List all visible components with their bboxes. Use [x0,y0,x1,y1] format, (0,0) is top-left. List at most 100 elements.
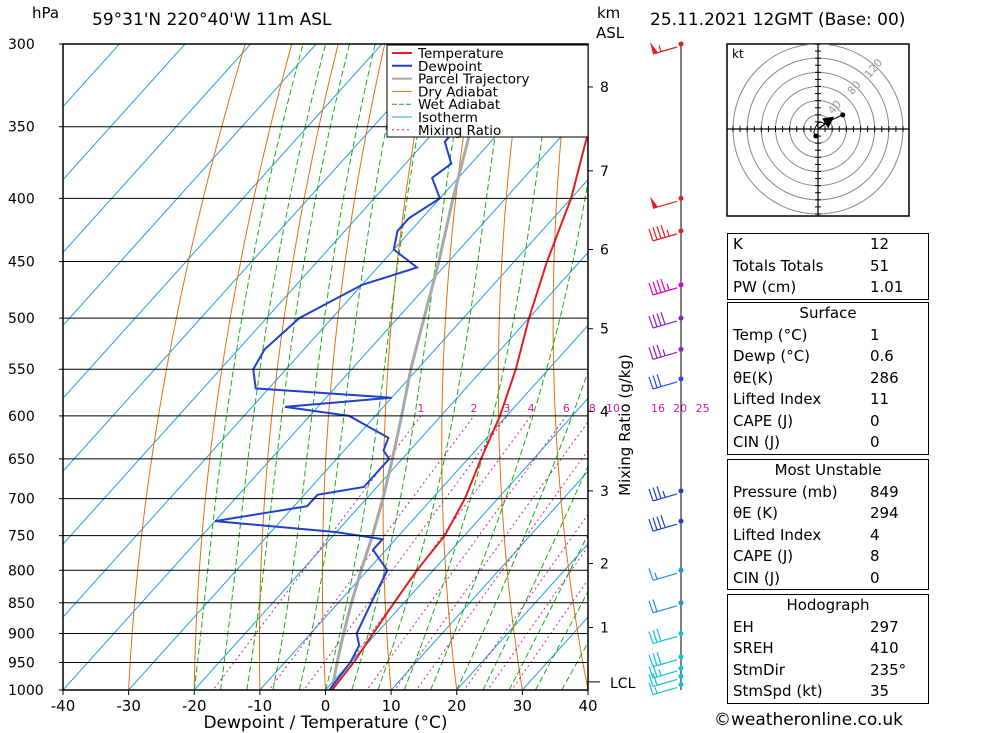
wind-barb-dot [678,682,684,688]
index-row: StmDir 235° [733,660,907,679]
km-tick-label: 3 [600,484,609,500]
wind-barb-flag [648,315,654,329]
wind-barb-halfflag [662,349,666,356]
pressure-tick-label: 400 [8,191,35,207]
wind-barb-flag [660,311,666,325]
wind-barb-staff [652,635,678,645]
hodograph-trace [813,114,844,137]
wind-barb [648,311,684,329]
x-tick-label: -10 [248,697,273,715]
km-tick-label: 5 [600,322,609,338]
wind-barb-flag [648,682,654,695]
wind-barb-dot [678,282,684,288]
wind-barb-dot [678,673,684,679]
wind-barb-dot [678,518,684,524]
x-tick-label: 20 [447,697,466,715]
wind-barb-flag [652,599,658,612]
index-row: θE(K) 286 [733,368,899,387]
mixing-ratio-label: 20 [673,402,687,415]
wind-barb-staff [652,678,678,687]
wind-barb-dot [678,665,684,671]
wind-barb-dot [678,654,684,660]
wind-barb-flag [652,345,658,359]
mixing-ratio-label: 10 [606,402,620,415]
isotherm-line [63,44,383,400]
index-row: Pressure (mb) 849 [733,482,899,501]
isotherm-line [63,44,186,181]
pressure-tick-label: 750 [8,529,35,545]
wind-barb-staff [652,523,678,532]
x-tick-label: 40 [578,697,597,715]
mixing-ratio-axis-title: Mixing Ratio (g/kg) [616,354,634,496]
wind-barb-staff [652,659,678,668]
km-tick-label: 8 [600,80,609,96]
wind-barb-staff [652,320,678,329]
x-tick-label: -20 [182,697,207,715]
pressure-tick-label: 900 [8,626,35,642]
surface-title: Surface [799,304,857,322]
mixing-ratio-label: 3 [503,402,510,415]
credit-link[interactable]: ©weatheronline.co.uk [714,710,904,730]
x-tick-label: 30 [513,697,532,715]
wind-barb-flag [648,376,654,390]
wind-barb [648,486,684,502]
dry-adiabat-line [938,0,1000,716]
pressure-tick-label: 600 [8,409,35,425]
index-row: SREH 410 [733,639,899,657]
pressure-tick-label: 850 [8,596,35,612]
wind-barb-flag [652,672,658,686]
legend-entry: Isotherm [418,110,478,126]
wind-barb-flag [648,674,654,687]
wind-barb-flag [656,516,662,529]
mixing-ratio-line [487,545,588,690]
wet-adiabat-line [403,44,557,690]
indices-general: K 12 Totals Totals 51 PW (cm) 1.01 [727,233,929,300]
legend-entry: Dry Adiabat [418,84,498,100]
wind-barb-dot [678,376,684,382]
wind-barb-halfflag [654,687,658,694]
lcl-label: LCL [610,676,636,692]
wind-barb-dot [678,228,684,234]
wind-barb-halfflag [658,669,662,676]
pressure-tick-label: 700 [8,492,35,508]
wind-barb-staff [652,287,678,296]
legend-entry: Mixing Ratio [418,123,501,139]
wind-barb-flag [648,631,654,644]
wind-barb [650,41,684,55]
legend-box [386,44,589,138]
wind-barb-staff [652,687,678,696]
wind-barb-flag [652,227,658,240]
wind-barb-flag [652,629,658,643]
isotherm-line [456,543,588,690]
wind-barb-staff [652,605,678,614]
wind-barb-halfflag [666,229,670,236]
wind-barb [648,682,684,696]
wind-barb-flag [656,374,662,387]
mixing-ratio-label: 6 [563,402,570,415]
wind-barb-dot [678,567,684,573]
wet-adiabat-line [535,590,588,690]
wind-barb-flag [652,517,658,531]
wet-adiabat-line [193,44,304,690]
hodograph-end-dot [840,112,846,118]
wind-barb-staff [652,670,678,679]
isotherm-line [63,44,252,254]
index-row: CIN (J) 0 [733,433,880,451]
hodograph-start-dot [813,133,819,139]
mixing-ratio-label: 8 [589,402,596,415]
mixing-ratio-line [415,449,588,690]
wind-barb-flag [648,568,654,581]
wind-barb-flag [652,653,658,666]
isotherm-line [63,44,121,108]
hodograph-box-title: Hodograph [786,596,870,614]
pressure-tick-label: 1000 [8,683,44,699]
pressure-tick-label: 500 [8,311,35,327]
pressure-tick-label: 800 [8,563,35,579]
isotherm-line [63,105,588,690]
index-row: Lifted Index 11 [733,390,890,408]
wind-barb [650,195,684,209]
wind-barb-pennant [650,42,658,54]
isotherm-line [390,470,588,690]
wind-barb-flag [656,486,662,499]
